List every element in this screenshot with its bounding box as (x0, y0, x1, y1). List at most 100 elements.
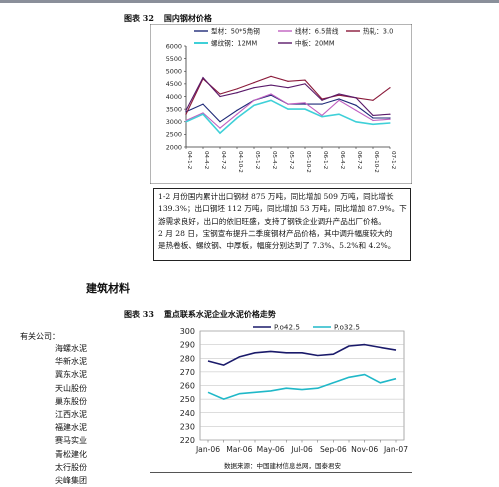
data-point (389, 87, 391, 89)
fig33-number: 图表 33 (124, 309, 154, 319)
legend-label: P.o32.5 (334, 323, 360, 332)
legend-label: 热轧：3.0 (363, 26, 393, 35)
data-point (202, 76, 204, 79)
data-point (338, 94, 340, 96)
x-tick-label: 04-1-2 (186, 151, 192, 169)
data-point (338, 93, 340, 95)
chart32-frame (150, 24, 412, 184)
y-tick-label: 5000 (166, 68, 182, 76)
data-point (185, 111, 187, 113)
data-point (270, 94, 272, 96)
data-point (236, 117, 238, 119)
data-point (338, 113, 340, 115)
y-tick-label: 270 (180, 368, 195, 377)
x-tick-label: 04-10-2 (237, 151, 243, 173)
x-tick-label: 05-4-2 (271, 151, 277, 169)
data-point (372, 117, 374, 119)
data-point (219, 132, 221, 134)
chart33-legend: P.o42.5 P.o32.5 (253, 323, 360, 332)
company-item: 青松建化 (55, 449, 87, 459)
y-tick-label: 230 (180, 422, 195, 431)
fig33-title: 重点联系水泥企业水泥价格走势 (163, 309, 276, 319)
steel-note-box: 1-2 月份国内累计出口钢材 875 万吨，同比增加 509 万吨，同比增长 1… (153, 188, 411, 261)
y-tick-label: 260 (180, 382, 195, 391)
company-item: 天山股份 (55, 383, 87, 393)
y-tick-label: 240 (180, 409, 195, 418)
data-point (185, 119, 187, 122)
chart32-series (185, 75, 391, 135)
data-point (355, 97, 357, 99)
chart33-series (207, 343, 397, 400)
chart33-axes: 220 230 240 250 260 270 280 290 300 Jan-06 Mar-06 M… (180, 327, 409, 454)
chart33-grid (199, 330, 405, 441)
x-tick-label: Jan-07 (383, 445, 408, 454)
note-line: 游需求良好，出口的依旧旺盛，支持了钢铁企业调升产品出厂价格。 (158, 216, 386, 226)
data-point (321, 103, 323, 105)
data-point (338, 99, 340, 101)
y-tick-label: 3500 (166, 105, 182, 113)
related-companies-list: 海螺水泥 华新水泥 冀东水泥 天山股份 巢东股份 江西水泥 福建水泥 赛马实业 … (55, 342, 87, 487)
data-point (270, 93, 272, 95)
x-tick-label: 04-7-2 (220, 151, 226, 169)
fig32-title: 国内钢材价格 (163, 13, 212, 23)
related-companies-heading: 有关公司： (20, 332, 60, 341)
steel-price-chart: 型材：50*5角钢 线材：6.5普线 热轧：3.0 螺纹钢：12MM 中板：20MM 6… (150, 24, 412, 184)
x-tick-label: 06-4-2 (339, 151, 345, 169)
data-point (389, 113, 391, 115)
series-line-1 (207, 343, 397, 366)
data-point (202, 103, 204, 105)
x-tick-label: 07-1-2 (390, 151, 396, 169)
data-point (355, 121, 357, 123)
chart32-axes: 6000 5500 5000 4500 4000 3500 3000 2500 2000 04-1… (166, 42, 396, 173)
data-point (219, 95, 221, 98)
x-tick-label: 04-4-2 (203, 151, 209, 169)
data-point (253, 87, 255, 89)
data-point (253, 104, 255, 106)
data-point (321, 116, 323, 118)
data-point (355, 104, 357, 106)
data-point (389, 122, 391, 124)
company-item: 华新水泥 (55, 357, 87, 367)
legend-label: 中板：20MM (295, 38, 335, 47)
x-tick-label: 06-10-2 (373, 151, 379, 173)
data-point (219, 121, 221, 123)
legend-label: 线材：6.5普线 (295, 26, 339, 35)
fig33-source: 数据来源：中国建材信息总网，国泰君安 (224, 462, 341, 470)
data-point (372, 114, 374, 117)
note-line: 139.3%；出口钢坯 112 万吨，同比增加 53 万吨，同比增加 87.9%… (158, 204, 407, 214)
y-tick-label: 4500 (166, 80, 182, 88)
y-tick-label: 300 (180, 327, 195, 336)
x-tick-label: 06-1-2 (322, 151, 328, 169)
data-point (270, 84, 272, 86)
data-point (321, 99, 323, 101)
data-point (389, 117, 391, 119)
data-point (304, 108, 306, 110)
y-tick-label: 250 (180, 395, 195, 404)
bottom-rule (150, 472, 412, 473)
data-point (355, 109, 357, 111)
company-item: 海螺水泥 (55, 344, 87, 353)
company-item: 赛马实业 (55, 436, 87, 446)
data-point (236, 109, 238, 111)
note-line: 是热卷板、螺纹钢、中厚板，幅度分别达到了 7.3%、5.2%和 4.2%。 (158, 241, 396, 251)
data-point (304, 79, 306, 81)
x-tick-label: Jan-06 (195, 445, 220, 454)
company-item: 福建水泥 (55, 423, 87, 433)
data-point (287, 103, 289, 105)
fig33-caption: 图表 33 重点联系水泥企业水泥价格走势 (124, 309, 276, 320)
data-point (253, 99, 255, 101)
data-point (185, 121, 187, 123)
data-point (270, 99, 272, 101)
data-point (372, 99, 374, 101)
x-tick-label: Mar-06 (226, 445, 252, 454)
y-tick-label: 5500 (166, 55, 182, 63)
data-point (202, 113, 204, 115)
y-tick-label: 3000 (166, 118, 182, 126)
x-tick-label: Jul-06 (290, 445, 313, 454)
data-point (338, 98, 340, 100)
y-tick-label: 2000 (166, 143, 182, 151)
data-point (270, 75, 272, 77)
data-point (185, 113, 187, 115)
chart32-legend: 型材：50*5角钢 线材：6.5普线 热轧：3.0 螺纹钢：12MM 中板：20MM (194, 26, 393, 47)
data-point (287, 80, 289, 82)
